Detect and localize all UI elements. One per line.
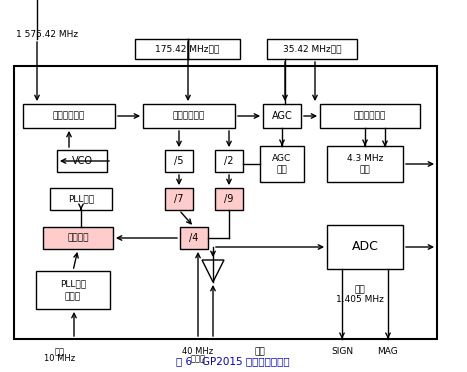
Text: 振荡器: 振荡器: [65, 292, 81, 301]
Text: AGC: AGC: [272, 111, 292, 121]
Polygon shape: [202, 260, 224, 282]
Text: 图 6   GP2015 的内部结构框图: 图 6 GP2015 的内部结构框图: [176, 356, 290, 366]
Bar: [215, 150, 243, 172]
Bar: [165, 188, 193, 210]
Bar: [36, 271, 110, 309]
Text: PLL参考: PLL参考: [60, 279, 86, 288]
Text: /4: /4: [189, 233, 198, 243]
Text: ADC: ADC: [352, 241, 378, 253]
Text: SIGN: SIGN: [331, 347, 353, 356]
Text: AGC: AGC: [272, 154, 291, 163]
Text: 4.3 MHz: 4.3 MHz: [347, 154, 383, 163]
Bar: [327, 225, 403, 269]
Bar: [43, 227, 113, 249]
Bar: [23, 104, 115, 128]
Text: MAG: MAG: [378, 347, 398, 356]
Bar: [50, 188, 112, 210]
Text: 控制: 控制: [276, 166, 287, 174]
Bar: [327, 146, 403, 182]
Bar: [57, 150, 107, 172]
Text: /7: /7: [174, 194, 184, 204]
Bar: [165, 150, 193, 172]
Text: 1 575.42 MHz: 1 575.42 MHz: [16, 29, 78, 38]
Text: 40 MHz: 40 MHz: [183, 347, 213, 356]
Text: /2: /2: [224, 156, 234, 166]
Text: /9: /9: [224, 194, 234, 204]
Text: 相位检测: 相位检测: [67, 234, 89, 243]
Text: 放大三级混频: 放大三级混频: [354, 112, 386, 121]
Text: 中频: 中频: [354, 285, 365, 295]
Text: 放大二级混频: 放大二级混频: [173, 112, 205, 121]
Text: /5: /5: [174, 156, 184, 166]
Text: 1.405 MHz: 1.405 MHz: [336, 295, 384, 304]
Bar: [263, 104, 301, 128]
Bar: [260, 146, 304, 182]
Text: 放大一级混频: 放大一级混频: [53, 112, 85, 121]
Bar: [180, 227, 208, 249]
Text: 10 MHz: 10 MHz: [44, 354, 76, 363]
Text: 主时钟: 主时钟: [191, 354, 205, 363]
Text: VCO: VCO: [71, 156, 92, 166]
Text: 35.42 MHz滤波: 35.42 MHz滤波: [283, 45, 341, 54]
Bar: [143, 104, 235, 128]
Text: 滤波: 滤波: [360, 166, 370, 174]
Bar: [14, 66, 437, 339]
Bar: [320, 104, 420, 128]
Bar: [267, 39, 357, 59]
Bar: [215, 188, 243, 210]
Bar: [135, 39, 240, 59]
Text: 175.42 MHz滤波: 175.42 MHz滤波: [156, 45, 219, 54]
Text: PLL滤波: PLL滤波: [68, 195, 94, 203]
Text: 基准: 基准: [55, 347, 65, 356]
Text: 测试: 测试: [255, 347, 265, 356]
